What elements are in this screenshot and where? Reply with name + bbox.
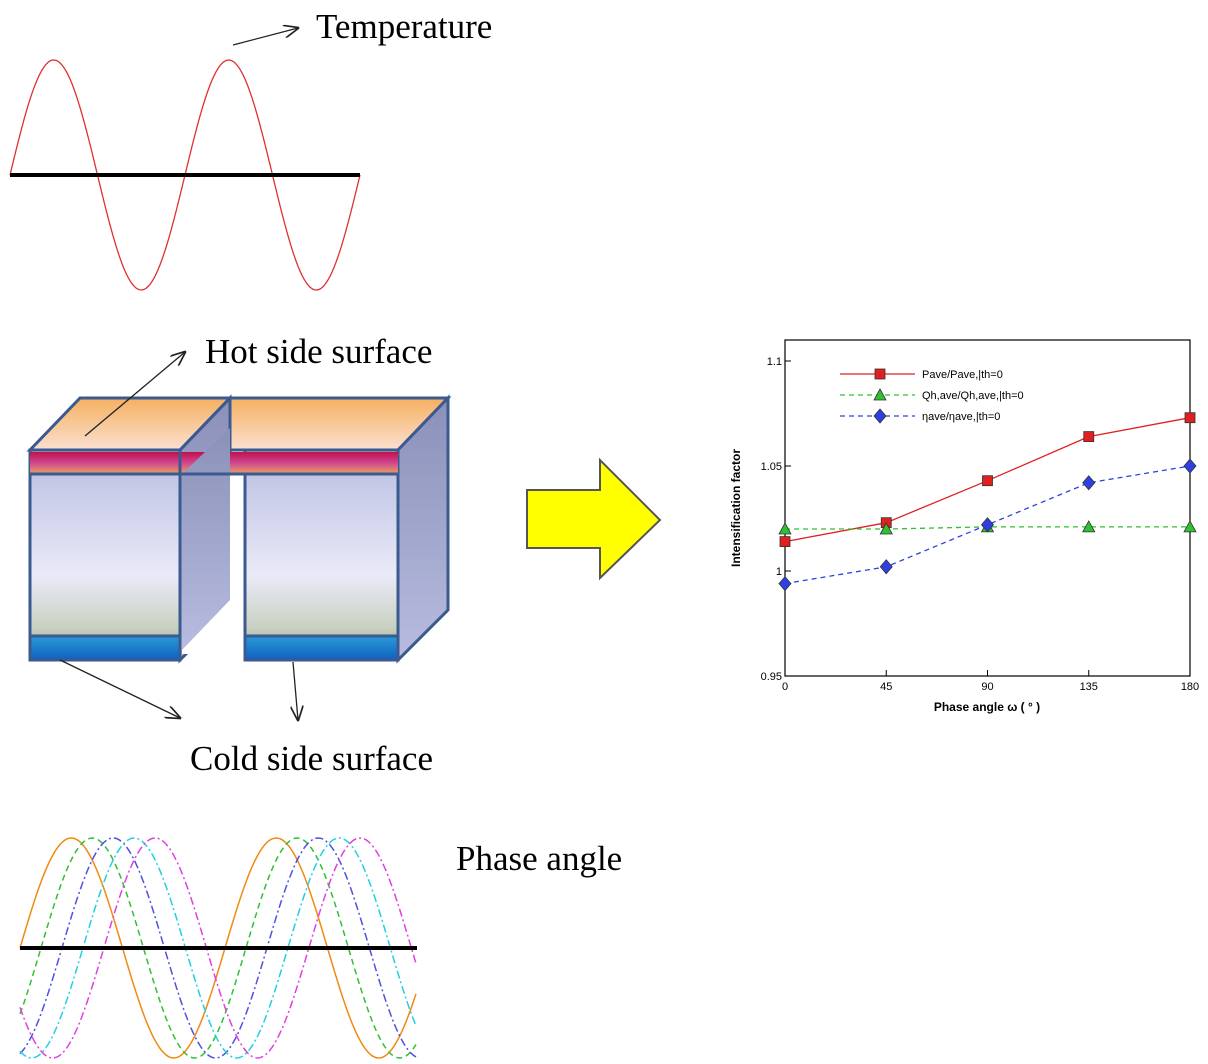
hot-side-label: Hot side surface: [205, 332, 432, 371]
cold-layer: [243, 634, 400, 662]
marker: [1183, 458, 1197, 474]
chart: Phase angle ω ( ° ) Intensification fact…: [729, 339, 1199, 714]
temperature-label: Temperature: [316, 7, 492, 46]
y-tick-label: 1: [776, 566, 782, 578]
edge: [178, 396, 232, 452]
marker: [779, 536, 791, 547]
legend-label: ηave/ηave,|th=0: [922, 411, 1000, 423]
phase-waves: [19, 837, 417, 1059]
side-face: [182, 428, 230, 650]
y-tick-label: 0.95: [761, 671, 782, 683]
top-face: [26, 396, 452, 452]
marker: [980, 517, 995, 533]
x-tick-label: 0: [782, 681, 788, 693]
cold-side-label: Cold side surface: [190, 739, 433, 778]
x-axis-label: Phase angle ω ( ° ): [934, 700, 1040, 714]
arrow: [59, 659, 180, 718]
arrow: [84, 352, 185, 437]
front-face: [243, 448, 400, 662]
process-arrow: [526, 457, 662, 581]
legend-marker: [874, 368, 886, 380]
phase-wave: [19, 837, 417, 1059]
legend-marker: [873, 388, 887, 401]
marker: [1183, 520, 1197, 533]
y-tick-label: 1.05: [761, 461, 782, 473]
marker: [1184, 412, 1196, 424]
marker: [778, 575, 792, 592]
plot-frame: [784, 339, 1191, 677]
legend-label: Pave/Pave,|th=0: [922, 369, 1003, 381]
module: [26, 394, 452, 664]
arrow: [232, 28, 298, 46]
x-tick-label: 90: [981, 681, 993, 693]
marker: [879, 559, 893, 575]
marker: [1082, 475, 1096, 491]
x-tick-label: 180: [1181, 681, 1199, 693]
phase-wave: [19, 837, 417, 1059]
marker: [1082, 520, 1096, 533]
marker: [778, 522, 792, 535]
x-tick-label: 135: [1080, 681, 1098, 693]
cold-layer: [28, 634, 182, 662]
x-tick-label: 45: [880, 681, 892, 693]
front-face: [28, 448, 182, 662]
arrow: [293, 661, 298, 720]
phase-wave: [19, 837, 417, 1059]
legend-marker: [873, 408, 887, 424]
phase-wave: [19, 837, 417, 1059]
y-tick-label: 1.1: [767, 356, 782, 368]
marker: [982, 475, 993, 487]
marker: [1083, 431, 1095, 443]
phase-wave: [19, 837, 417, 1059]
marker: [879, 522, 893, 535]
phase-angle-label: Phase angle: [456, 839, 622, 878]
y-axis-label: Intensification factor: [729, 449, 743, 567]
legend-label: Qh,ave/Qh,ave,|th=0: [922, 390, 1024, 402]
